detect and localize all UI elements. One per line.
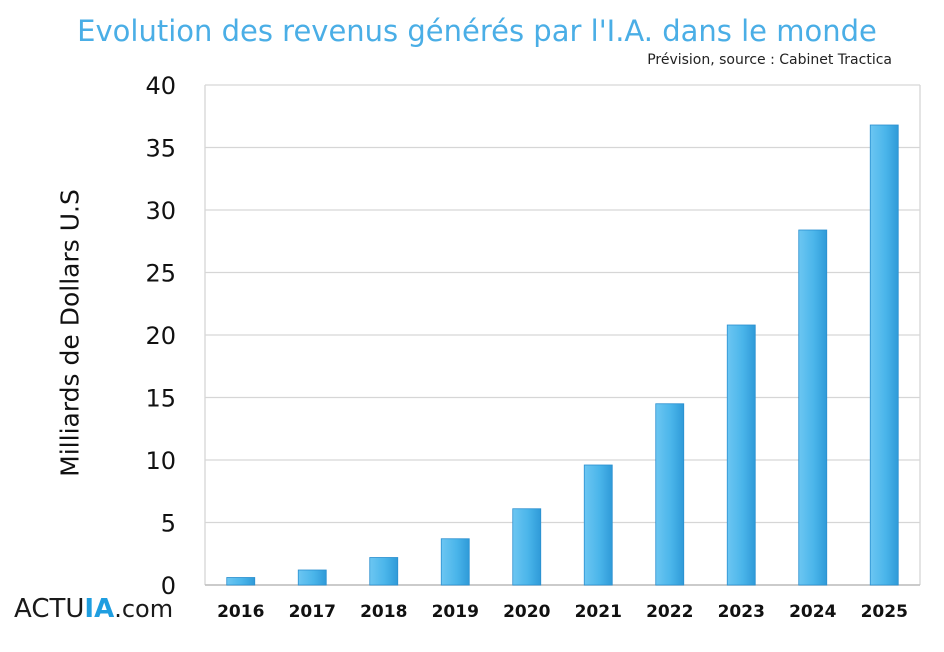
bar-2024 xyxy=(798,229,828,586)
y-tick-label: 10 xyxy=(145,447,176,475)
y-tick-label: 20 xyxy=(145,322,176,350)
bar-2025 xyxy=(869,124,899,586)
logo-text-com: .com xyxy=(114,595,174,623)
chart-title: Evolution des revenus générés par l'I.A.… xyxy=(77,14,877,48)
x-tick-label: 2021 xyxy=(575,602,622,622)
x-tick-label: 2025 xyxy=(861,602,908,622)
x-tick-label: 2023 xyxy=(718,602,765,622)
bar-2022 xyxy=(655,403,685,586)
bar-2023 xyxy=(726,324,756,586)
logo-text-actu: ACTU xyxy=(14,594,85,624)
y-tick-label: 40 xyxy=(145,72,176,100)
x-tick-label: 2022 xyxy=(646,602,693,622)
x-tick-label: 2024 xyxy=(789,602,836,622)
actuia-logo: ACTUIA.com xyxy=(14,594,173,624)
bar-2021 xyxy=(583,464,613,586)
bar-2019 xyxy=(440,538,470,586)
y-tick-label: 30 xyxy=(145,197,176,225)
y-tick-label: 0 xyxy=(161,572,176,600)
x-tick-label: 2016 xyxy=(217,602,264,622)
x-tick-label: 2018 xyxy=(360,602,407,622)
x-tick-label: 2020 xyxy=(503,602,550,622)
y-tick-labels: 0 5 10 15 20 25 30 35 40 xyxy=(145,72,176,600)
y-tick-label: 15 xyxy=(145,385,176,413)
bar-2018 xyxy=(369,557,399,586)
bar-2017 xyxy=(297,569,327,586)
bars xyxy=(226,124,899,586)
y-tick-label: 25 xyxy=(145,260,176,288)
chart-subtitle: Prévision, source : Cabinet Tractica xyxy=(647,52,892,68)
x-tick-labels: 2016 2017 2018 2019 2020 2021 2022 2023 2024 2025 xyxy=(217,602,908,622)
bar-2016 xyxy=(226,577,256,586)
logo-text-ia: IA xyxy=(84,594,115,624)
y-tick-label: 35 xyxy=(145,135,176,163)
y-tick-label: 5 xyxy=(161,510,176,538)
x-tick-label: 2017 xyxy=(289,602,336,622)
x-tick-label: 2019 xyxy=(432,602,479,622)
bar-2020 xyxy=(512,508,542,586)
